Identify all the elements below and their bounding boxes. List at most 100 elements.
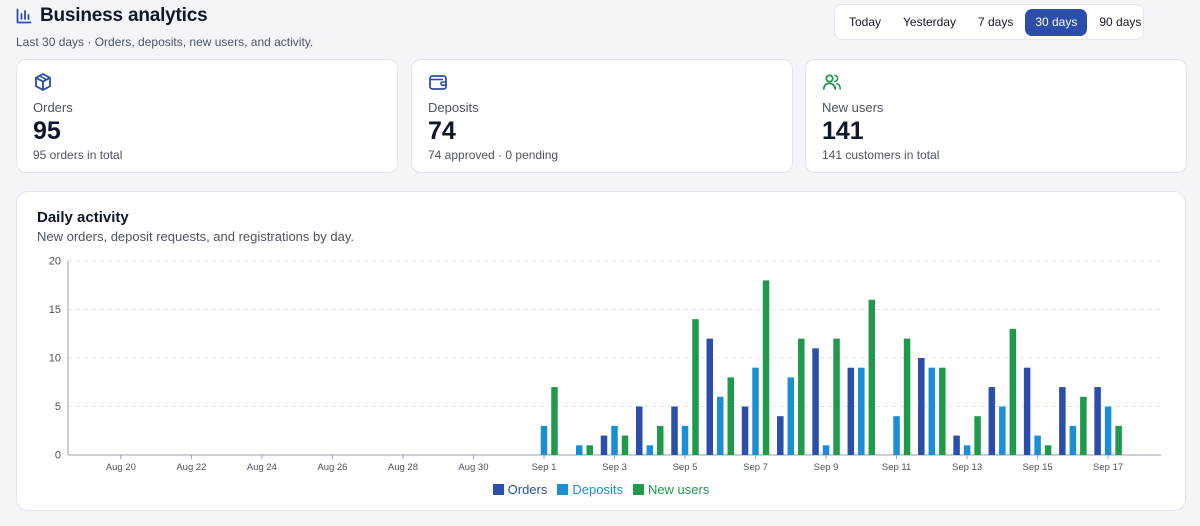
- wallet-icon: [428, 72, 448, 92]
- legend-item-orders[interactable]: Orders: [492, 482, 548, 497]
- new-users-detail: 141 customers in total: [822, 148, 940, 162]
- x-tick-label: Sep 9: [814, 462, 839, 473]
- bar-new-users: [621, 435, 629, 455]
- bar-new-users: [974, 416, 981, 455]
- x-tick-label: Sep 5: [673, 462, 698, 473]
- bar-new-users: [1044, 445, 1052, 455]
- bar-deposits: [858, 367, 865, 455]
- bar-chart-icon: [16, 8, 32, 24]
- legend-swatch-deposits: [557, 484, 569, 495]
- bar-deposits: [999, 406, 1006, 455]
- orders-card: Orders 95 95 orders in total: [16, 59, 398, 173]
- bar-deposits: [822, 445, 830, 455]
- legend-swatch-orders: [492, 484, 504, 495]
- bar-orders: [671, 406, 678, 455]
- page-subtitle: Last 30 days · Orders, deposits, new use…: [16, 35, 314, 49]
- range-yesterday-button[interactable]: Yesterday: [893, 9, 966, 36]
- bar-new-users: [727, 377, 735, 455]
- x-tick-label: Sep 7: [743, 462, 768, 473]
- bar-new-users: [1115, 425, 1122, 455]
- bar-deposits: [540, 425, 548, 455]
- bar-deposits: [1069, 425, 1077, 455]
- bar-new-users: [692, 319, 699, 455]
- bar-orders: [847, 367, 855, 455]
- bar-orders: [600, 435, 608, 455]
- bar-deposits: [611, 425, 618, 455]
- deposits-label: Deposits: [428, 100, 479, 115]
- bar-new-users: [657, 425, 664, 455]
- bar-orders: [918, 358, 925, 455]
- bar-new-users: [903, 338, 911, 455]
- deposits-value: 74: [428, 117, 456, 145]
- package-icon: [33, 72, 53, 92]
- users-icon: [822, 72, 842, 92]
- x-tick-label: Sep 13: [952, 462, 982, 473]
- legend-label-orders: Orders: [507, 482, 548, 497]
- chart-subtitle: New orders, deposit requests, and regist…: [37, 229, 354, 244]
- orders-value: 95: [33, 117, 61, 145]
- legend-item-new-users[interactable]: New users: [632, 482, 709, 497]
- bar-new-users: [1009, 328, 1017, 455]
- bar-new-users: [939, 367, 946, 455]
- bar-new-users: [1080, 396, 1087, 455]
- x-tick-label: Sep 11: [882, 462, 911, 473]
- deposits-card: Deposits 74 74 approved · 0 pending: [411, 59, 793, 173]
- daily-activity-card: Daily activity New orders, deposit reque…: [16, 191, 1186, 511]
- deposits-detail: 74 approved · 0 pending: [428, 148, 559, 162]
- bar-orders: [777, 416, 784, 455]
- bar-orders: [1059, 387, 1066, 455]
- y-tick-label: 5: [55, 401, 61, 413]
- x-tick-label: Sep 17: [1093, 462, 1123, 473]
- new-users-card: New users 141 141 customers in total: [805, 59, 1187, 173]
- x-tick-label: Aug 24: [247, 462, 277, 473]
- x-tick-label: Aug 20: [106, 462, 136, 473]
- legend-item-deposits[interactable]: Deposits: [557, 482, 623, 497]
- x-tick-label: Aug 30: [458, 462, 488, 473]
- date-range-selector: Today Yesterday 7 days 30 days 90 days: [834, 4, 1144, 40]
- bar-orders: [953, 435, 960, 455]
- range-90-days-button[interactable]: 90 days: [1089, 9, 1151, 36]
- x-tick-label: Sep 1: [532, 462, 557, 473]
- bar-orders: [741, 406, 749, 455]
- bar-deposits: [681, 425, 689, 455]
- chart-title: Daily activity: [37, 209, 129, 226]
- range-30-days-button[interactable]: 30 days: [1025, 8, 1088, 36]
- bar-deposits: [752, 367, 759, 455]
- bar-deposits: [963, 445, 971, 455]
- bar-orders: [636, 406, 643, 455]
- bar-deposits: [928, 367, 936, 455]
- bar-orders: [988, 387, 996, 455]
- orders-label: Orders: [33, 100, 73, 115]
- bar-deposits: [1034, 435, 1041, 455]
- bar-new-users: [868, 299, 876, 455]
- bar-deposits: [646, 445, 654, 455]
- bar-new-users: [833, 338, 840, 455]
- legend-label-deposits: Deposits: [572, 482, 623, 497]
- bar-deposits: [787, 377, 795, 455]
- bar-new-users: [762, 280, 770, 455]
- x-tick-label: Sep 3: [602, 462, 627, 473]
- bar-orders: [1094, 387, 1101, 455]
- bar-deposits: [717, 396, 724, 455]
- range-today-button[interactable]: Today: [839, 9, 891, 36]
- y-tick-label: 10: [49, 353, 61, 365]
- bar-orders: [706, 338, 714, 455]
- bar-orders: [812, 348, 819, 455]
- bar-deposits: [893, 416, 900, 455]
- new-users-value: 141: [822, 117, 864, 145]
- bar-new-users: [586, 445, 593, 455]
- y-tick-label: 15: [49, 304, 61, 316]
- new-users-label: New users: [822, 100, 884, 115]
- x-tick-label: Aug 26: [317, 462, 347, 473]
- x-tick-label: Aug 22: [176, 462, 206, 473]
- bar-deposits: [1104, 406, 1112, 455]
- y-tick-label: 20: [49, 256, 61, 268]
- orders-detail: 95 orders in total: [33, 148, 123, 162]
- page-header: Business analytics Last 30 days · Orders…: [16, 4, 616, 49]
- bar-new-users: [551, 387, 558, 455]
- bar-deposits: [575, 445, 583, 455]
- range-7-days-button[interactable]: 7 days: [968, 9, 1023, 36]
- chart-legend: Orders Deposits New users: [17, 482, 1185, 497]
- bar-new-users: [798, 338, 805, 455]
- page-title: Business analytics: [40, 5, 208, 26]
